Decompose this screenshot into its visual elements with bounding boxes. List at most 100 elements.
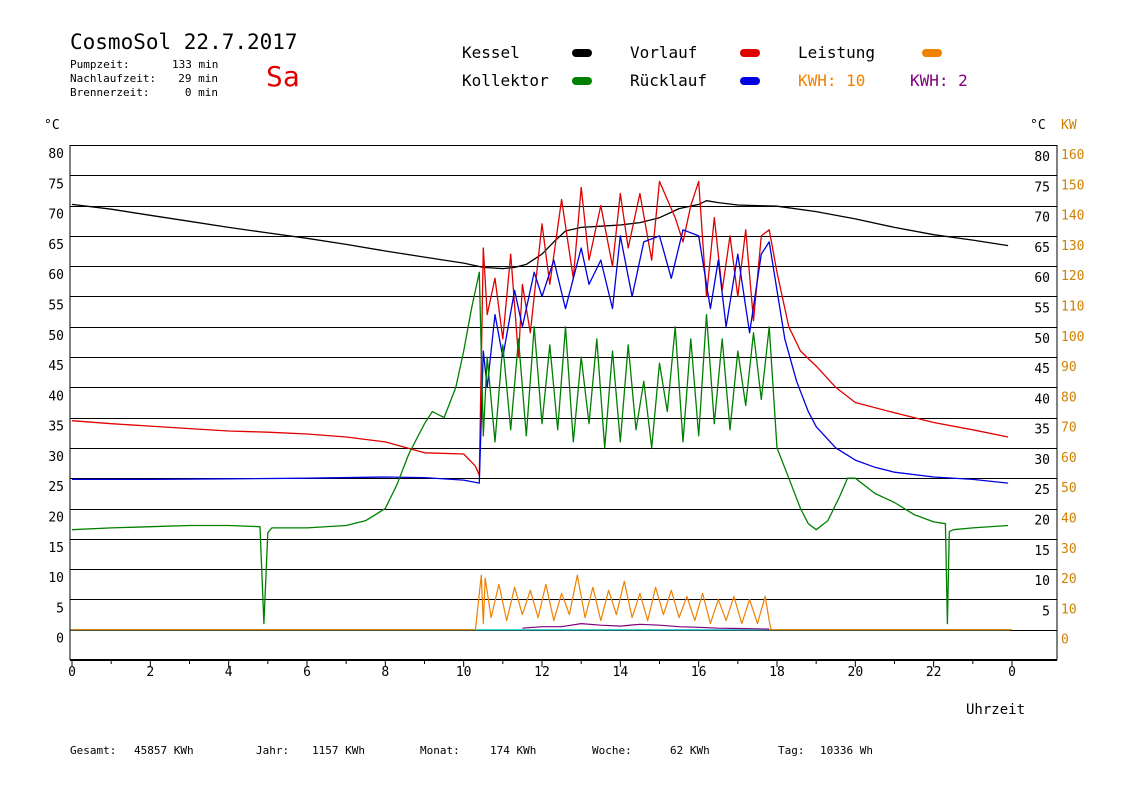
x-tick-label: 0 bbox=[1008, 665, 1016, 680]
legend-ruecklauf-label: Rücklauf bbox=[630, 71, 708, 90]
y-tick-left: 25 bbox=[48, 480, 64, 495]
y-tick-left: 40 bbox=[48, 389, 64, 404]
x-tick-label: 4 bbox=[225, 665, 233, 680]
series-kessel bbox=[71, 200, 1009, 270]
footer-tag-label: Tag: bbox=[778, 744, 805, 757]
x-tick-label: 0 bbox=[68, 665, 76, 680]
y-tick-left: 20 bbox=[48, 511, 64, 526]
y-tick-right-temp: 80 bbox=[1034, 150, 1050, 165]
x-tick-label: 8 bbox=[381, 665, 389, 680]
legend-vorlauf-swatch bbox=[740, 49, 760, 57]
stat-brennerzeit-value: 0 min bbox=[184, 86, 218, 99]
y-tick-right-temp: 50 bbox=[1034, 332, 1050, 347]
legend-leistung-swatch bbox=[922, 49, 942, 57]
y-tick-power: 120 bbox=[1061, 269, 1084, 284]
footer-woche-label: Woche: bbox=[592, 744, 632, 757]
y-tick-right-temp: 15 bbox=[1034, 544, 1050, 559]
y-tick-left: 5 bbox=[56, 601, 64, 616]
y-tick-power: 130 bbox=[1061, 239, 1084, 254]
y-tick-right-temp: 10 bbox=[1034, 574, 1050, 589]
y-tick-right-temp: 35 bbox=[1034, 423, 1050, 438]
y-tick-right-temp: 25 bbox=[1034, 483, 1050, 498]
x-tick-label: 18 bbox=[769, 665, 785, 680]
x-tick-label: 20 bbox=[848, 665, 864, 680]
x-tick-label: 12 bbox=[534, 665, 550, 680]
y-tick-left: 30 bbox=[48, 450, 64, 465]
x-tick-label: 14 bbox=[613, 665, 629, 680]
x-axis-ticks: 0 2 4 6 8 10 12 14 16 18 20 22 0 bbox=[68, 660, 1016, 680]
footer-woche-value: 62 KWh bbox=[670, 744, 710, 757]
y-tick-left: 45 bbox=[48, 359, 64, 374]
x-tick-label: 10 bbox=[456, 665, 472, 680]
footer-monat-label: Monat: bbox=[420, 744, 460, 757]
legend-kessel-swatch bbox=[572, 49, 592, 57]
legend-kollektor-label: Kollektor bbox=[462, 71, 549, 90]
legend-vorlauf-label: Vorlauf bbox=[630, 43, 698, 62]
series-ruecklauf bbox=[72, 229, 1009, 484]
footer-tag-value: 10336 Wh bbox=[820, 744, 873, 757]
y-tick-left: 35 bbox=[48, 420, 64, 435]
y-tick-power: 110 bbox=[1061, 299, 1084, 314]
series-leistung bbox=[72, 574, 1012, 631]
stat-brennerzeit-label: Brennerzeit: bbox=[70, 86, 150, 99]
legend-kollektor-swatch bbox=[572, 77, 592, 85]
stat-nachlaufzeit-label: Nachlaufzeit: bbox=[70, 72, 157, 85]
y-tick-right-temp: 45 bbox=[1034, 362, 1050, 377]
x-tick-label: 16 bbox=[691, 665, 707, 680]
y-tick-right-temp: 65 bbox=[1034, 241, 1050, 256]
y-tick-right-temp: 5 bbox=[1042, 604, 1050, 619]
footer-jahr-label: Jahr: bbox=[256, 744, 290, 757]
y-tick-left: 15 bbox=[48, 541, 64, 556]
y-tick-right-temp: 75 bbox=[1034, 180, 1050, 195]
y-tick-right-temp: 70 bbox=[1034, 211, 1050, 226]
series-kwh-purple bbox=[522, 622, 770, 630]
y-tick-power: 40 bbox=[1061, 512, 1077, 527]
weekday-label: Sa bbox=[266, 60, 300, 93]
y-tick-left: 75 bbox=[48, 177, 64, 192]
x-tick-label: 2 bbox=[146, 665, 154, 680]
series-lines bbox=[70, 180, 1012, 631]
y-tick-power: 0 bbox=[1061, 633, 1069, 648]
chart-title: CosmoSol 22.7.2017 bbox=[70, 30, 298, 54]
y-tick-right-temp: 60 bbox=[1034, 271, 1050, 286]
y-unit-right-temp: °C bbox=[1030, 118, 1046, 133]
series-kollektor bbox=[71, 271, 1009, 625]
y-tick-power: 90 bbox=[1061, 360, 1077, 375]
y-tick-power: 30 bbox=[1061, 542, 1077, 557]
y-tick-left: 10 bbox=[48, 571, 64, 586]
y-tick-right-temp: 20 bbox=[1034, 514, 1050, 529]
y-tick-power: 10 bbox=[1061, 602, 1077, 617]
y-tick-power: 20 bbox=[1061, 572, 1077, 587]
x-axis-label: Uhrzeit bbox=[966, 702, 1025, 718]
y-tick-left: 60 bbox=[48, 268, 64, 283]
legend-kessel-label: Kessel bbox=[462, 43, 520, 62]
footer-gesamt-label: Gesamt: bbox=[70, 744, 117, 757]
x-tick-label: 22 bbox=[926, 665, 942, 680]
legend-ruecklauf-swatch bbox=[740, 77, 760, 85]
y-tick-left: 50 bbox=[48, 329, 64, 344]
y-tick-left: 55 bbox=[48, 298, 64, 313]
y-tick-power: 50 bbox=[1061, 481, 1077, 496]
series-vorlauf bbox=[71, 180, 1009, 476]
stat-pumpzeit-value: 133 min bbox=[172, 58, 219, 71]
y-tick-power: 60 bbox=[1061, 451, 1077, 466]
y-axis-right-ticks: 80 75 70 65 60 55 50 45 40 35 30 25 20 15 10 5 bbox=[1034, 150, 1050, 619]
y-tick-right-temp: 30 bbox=[1034, 453, 1050, 468]
y-tick-right-temp: 55 bbox=[1034, 301, 1050, 316]
footer-jahr-value: 1157 KWh bbox=[312, 744, 365, 757]
legend-kwh-orange: KWH: 10 bbox=[798, 71, 866, 90]
y-tick-left: 65 bbox=[48, 238, 64, 253]
y-tick-left: 0 bbox=[56, 632, 64, 647]
y-tick-power: 160 bbox=[1061, 148, 1084, 163]
legend-kwh-purple: KWH: 2 bbox=[910, 71, 968, 90]
y-tick-power: 100 bbox=[1061, 330, 1084, 345]
y-tick-left: 80 bbox=[48, 147, 64, 162]
y-tick-power: 70 bbox=[1061, 421, 1077, 436]
footer-gesamt-value: 45857 KWh bbox=[134, 744, 194, 757]
footer-monat-value: 174 KWh bbox=[490, 744, 537, 757]
legend-leistung-label: Leistung bbox=[798, 43, 876, 62]
stat-nachlaufzeit-value: 29 min bbox=[178, 72, 218, 85]
y-tick-power: 80 bbox=[1061, 390, 1077, 405]
